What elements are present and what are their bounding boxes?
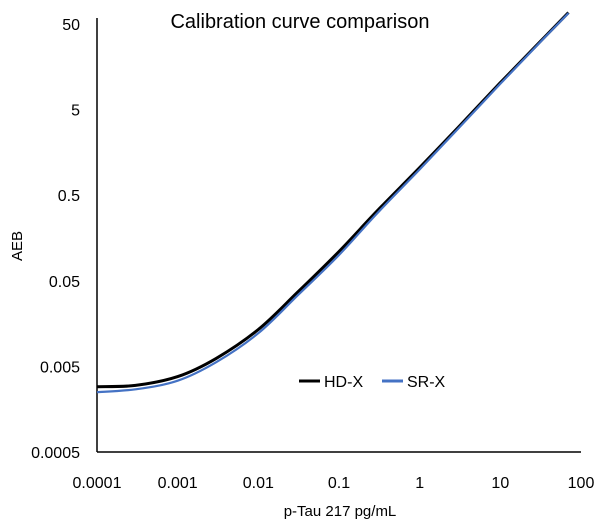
y-tick-label: 0.005 xyxy=(40,359,80,376)
x-tick-label: 0.01 xyxy=(243,475,274,492)
axes xyxy=(96,18,581,453)
x-tick-label: 0.0001 xyxy=(73,475,122,492)
y-tick-label: 0.05 xyxy=(49,274,80,291)
x-axis-title: p-Tau 217 pg/mL xyxy=(284,503,397,520)
y-tick-label: 5 xyxy=(71,103,80,120)
legend-label-sr-x: SR-X xyxy=(407,374,446,391)
x-tick-label: 0.1 xyxy=(328,475,350,492)
y-tick-label: 0.0005 xyxy=(31,445,80,462)
x-tick-label: 1 xyxy=(415,475,424,492)
y-tick-label: 0.5 xyxy=(58,188,80,205)
y-tick-label: 50 xyxy=(62,17,80,34)
series-line-sr-x xyxy=(96,12,570,394)
y-axis-title: AEB xyxy=(9,231,26,261)
legend: HD-X SR-X xyxy=(299,374,446,391)
tick-labels: 0.0001 0.001 0.01 0.1 1 10 100 0.0005 0.005 0.05 0… xyxy=(31,17,594,492)
x-tick-label: 0.001 xyxy=(158,475,198,492)
legend-label-hd-x: HD-X xyxy=(324,374,363,391)
series-line-hd-x xyxy=(96,11,570,389)
series-lines xyxy=(96,11,570,394)
x-tick-label: 10 xyxy=(491,475,509,492)
x-tick-label: 100 xyxy=(568,475,595,492)
chart-title: Calibration curve comparison xyxy=(170,11,429,33)
